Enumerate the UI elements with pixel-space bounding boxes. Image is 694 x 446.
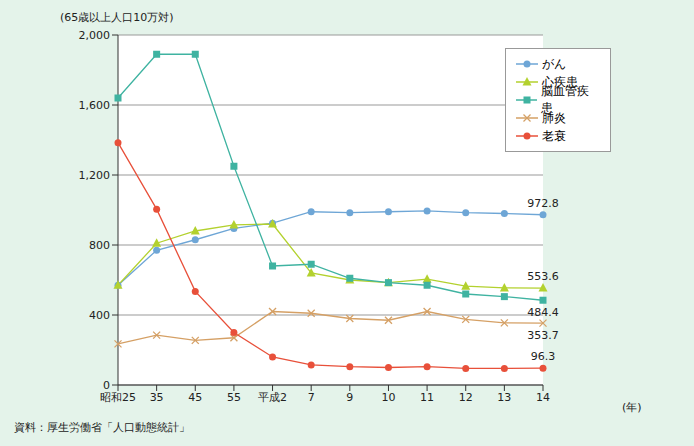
svg-text:14: 14 — [536, 391, 550, 404]
svg-text:昭和25: 昭和25 — [100, 391, 136, 404]
svg-text:45: 45 — [188, 391, 202, 404]
svg-text:484.4: 484.4 — [527, 306, 559, 319]
svg-text:11: 11 — [420, 391, 434, 404]
svg-text:35: 35 — [150, 391, 164, 404]
svg-text:96.3: 96.3 — [531, 350, 556, 363]
svg-text:553.6: 553.6 — [527, 270, 559, 283]
svg-text:972.8: 972.8 — [527, 197, 559, 210]
svg-text:55: 55 — [227, 391, 241, 404]
svg-text:平成2: 平成2 — [258, 391, 287, 404]
svg-text:2,000: 2,000 — [79, 29, 111, 42]
html-text:老衰: 老衰 — [542, 128, 566, 143]
svg-text:10: 10 — [381, 391, 395, 404]
svg-text:1,600: 1,600 — [79, 99, 111, 112]
svg-text:0: 0 — [103, 379, 110, 392]
svg-text:9: 9 — [346, 391, 353, 404]
svg-text:13: 13 — [497, 391, 511, 404]
svg-text:353.7: 353.7 — [527, 329, 559, 342]
html-text:(年): (年) — [622, 401, 642, 414]
svg-text:400: 400 — [89, 309, 110, 322]
html-text:資料：厚生労働省「人口動態統計」: 資料：厚生労働省「人口動態統計」 — [14, 421, 190, 434]
svg-text:7: 7 — [308, 391, 315, 404]
html-text:がん: がん — [542, 56, 566, 71]
svg-text:1,200: 1,200 — [79, 169, 111, 182]
svg-text:12: 12 — [459, 391, 473, 404]
html-text:肺炎: 肺炎 — [542, 110, 566, 125]
html-text:心疾患: 心疾患 — [542, 74, 578, 89]
svg-text:800: 800 — [89, 239, 110, 252]
html-text:脳血管疾患: 脳血管疾患 — [541, 84, 590, 115]
html-text:(65歳以上人口10万対): (65歳以上人口10万対) — [60, 11, 174, 24]
